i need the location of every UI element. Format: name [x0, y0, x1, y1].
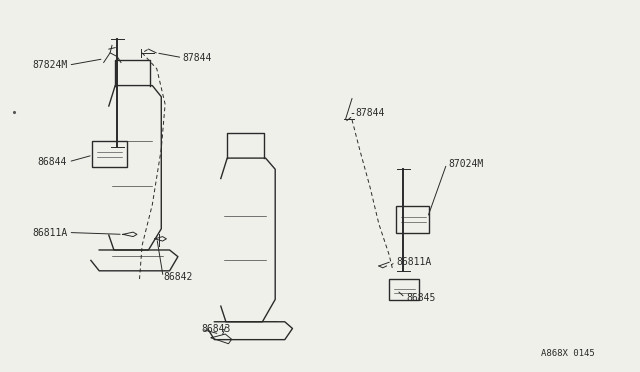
Text: 86811A: 86811A [32, 228, 67, 237]
Text: 86845: 86845 [406, 293, 436, 302]
Text: 86843: 86843 [202, 324, 231, 334]
Text: 87824M: 87824M [32, 60, 67, 70]
Text: 87024M: 87024M [448, 159, 483, 169]
Text: 87844: 87844 [182, 53, 212, 62]
Text: 87844: 87844 [355, 109, 385, 118]
Text: 86842: 86842 [163, 272, 193, 282]
Text: A868X 0145: A868X 0145 [541, 349, 595, 358]
Text: 86844: 86844 [38, 157, 67, 167]
Text: 86811A: 86811A [397, 257, 432, 267]
